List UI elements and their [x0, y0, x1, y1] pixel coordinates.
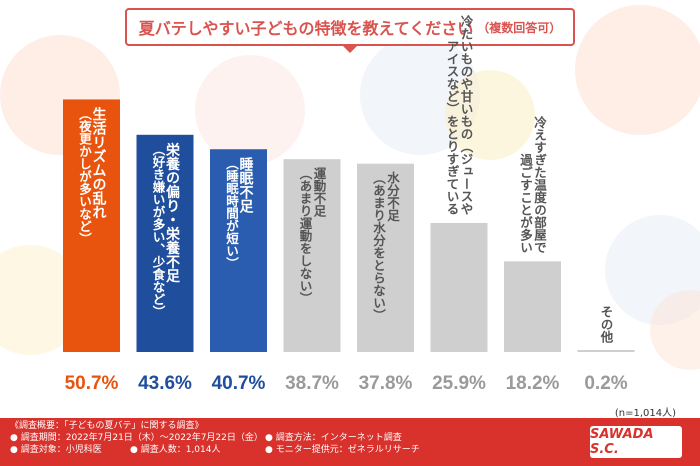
category-label-4-line-1: （あまり水分をとらない） — [371, 172, 386, 322]
value-label-2: 40.7% — [212, 373, 266, 394]
category-label-2-line-0: 睡眠不足 — [238, 157, 254, 214]
bar-0 — [63, 99, 120, 353]
bar-7 — [577, 350, 635, 352]
bar-chart: 生活リズムの乱れ（夜更かしが多いなど） 50.7% 栄養の偏り・栄養不足（好き嫌いが… — [63, 14, 635, 394]
sample-size-note: (n=1,014人) — [614, 408, 676, 419]
value-label-7: 0.2% — [584, 373, 627, 394]
value-label-0: 50.7% — [65, 373, 119, 394]
value-label-3: 38.7% — [285, 373, 339, 394]
survey-footer: 《調査概要：「子どもの夏バテ」に関する調査》 ● 調査期間：2022年7月21日… — [0, 418, 700, 466]
category-label-7-line-0: その他 — [599, 306, 614, 344]
bar-6 — [504, 261, 561, 352]
category-label-1-line-0: 栄養の偏り・栄養不足 — [164, 142, 181, 284]
category-label-0-line-1: （夜更かしが多いなど） — [77, 107, 92, 245]
category-label-5-line-1: アイスなど）をとりすぎている — [445, 40, 460, 215]
logo-text: SAWADA S.C. — [590, 427, 654, 457]
bar-4 — [357, 163, 414, 352]
footer-summary: 《調査概要：「子どもの夏バテ」に関する調査》 — [10, 421, 204, 431]
category-label-1-line-1: （好き嫌いが多い、少食など） — [151, 143, 166, 318]
footer-provider: ● モニター提供元：ゼネラルリサーチ — [265, 445, 420, 455]
category-label-6-line-0: 冷えすぎた温度の部屋で — [532, 115, 547, 254]
chart-title-note: （複数回答可） — [477, 20, 562, 35]
category-label-0-line-0: 生活リズムの乱れ — [91, 107, 107, 220]
value-label-1: 43.6% — [138, 373, 192, 394]
category-label-5-line-0: 冷たいものや甘いもの（ジュースや — [459, 14, 474, 215]
chart-title: 夏バテしやすい子どもの特徴を教えてください — [138, 19, 474, 38]
bar-2 — [210, 149, 267, 352]
category-label-4-line-0: 水分不足 — [385, 171, 400, 223]
bar-1 — [136, 134, 194, 352]
category-label-2-line-1: （睡眠時間が短い） — [224, 157, 239, 269]
footer-count: ● 調査人数：1,014人 — [130, 445, 221, 455]
category-label-3-line-1: （あまり運動をしない） — [298, 167, 313, 305]
value-label-4: 37.8% — [359, 373, 413, 394]
footer-period: ● 調査期間：2022年7月21日（木）〜2022年7月22日（金） — [10, 433, 263, 443]
bar-5 — [430, 222, 488, 352]
category-label-6-line-1: 過ごすことが多い — [518, 152, 533, 253]
sawada-logo: SAWADA S.C. — [590, 426, 682, 458]
value-label-6: 18.2% — [506, 373, 560, 394]
value-label-5: 25.9% — [432, 373, 486, 394]
footer-method: ● 調査方法：インターネット調査 — [265, 433, 402, 443]
bar-3 — [283, 159, 341, 352]
category-label-3-line-0: 運動不足 — [312, 167, 327, 218]
chart-title-box: 夏バテしやすい子どもの特徴を教えてください （複数回答可） — [125, 8, 575, 53]
footer-target: ● 調査対象：小児科医 — [10, 445, 102, 455]
